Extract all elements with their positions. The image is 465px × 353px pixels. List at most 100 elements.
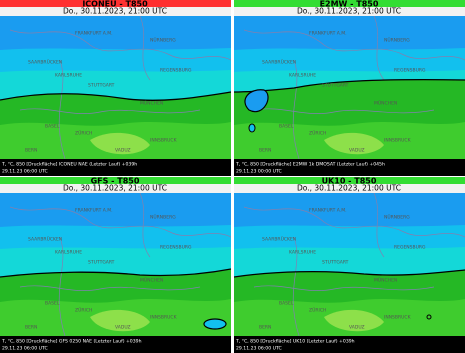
- city-label: MÜNCHEN: [140, 277, 163, 284]
- city-label: VADUZ: [349, 325, 365, 331]
- footer-line: 29.11.23 06:00 UTC: [2, 169, 48, 175]
- footer-line: T, °C, 850 [Druckfläche] E2MW 1k DMOSAT …: [235, 162, 385, 168]
- city-label: SAARBRÜCKEN: [262, 59, 296, 66]
- city-label: FRANKFURT A.M.: [309, 208, 347, 214]
- city-label: REGENSBURG: [394, 68, 426, 74]
- city-label: BASEL: [279, 124, 294, 130]
- city-label: NÜRNBERG: [384, 214, 410, 221]
- city-label: BERN: [25, 148, 37, 154]
- map: FRANKFURT A.M. NÜRNBERG SAARBRÜCKEN KARLSRU…: [234, 16, 465, 159]
- city-label: NÜRNBERG: [150, 37, 176, 44]
- warm-patch: [324, 309, 384, 332]
- border-line: [243, 193, 465, 336]
- warm-patch: [90, 132, 150, 155]
- city-label: BERN: [259, 325, 271, 331]
- city-label: VADUZ: [115, 325, 131, 331]
- warm-patch: [324, 132, 384, 155]
- city-label: SAARBRÜCKEN: [262, 236, 296, 243]
- date-bar: [234, 184, 465, 193]
- city-label: INNSBRUCK: [150, 138, 178, 144]
- border-line: [9, 16, 231, 159]
- city-label: VADUZ: [349, 148, 365, 154]
- city-label: BERN: [259, 148, 271, 154]
- city-label: VADUZ: [115, 148, 131, 154]
- footer-line: 29.11.23 06:00 UTC: [236, 346, 282, 352]
- city-label: SAARBRÜCKEN: [28, 236, 62, 243]
- border-line: [243, 16, 465, 159]
- panel-date: Do., 30.11.2023, 21:00 UTC: [297, 7, 401, 16]
- isotherm: [248, 123, 256, 133]
- footer-line: 29.11.23 06:00 UTC: [2, 346, 48, 352]
- city-label: KARLSRUHE: [55, 73, 82, 79]
- panel-date: Do., 30.11.2023, 21:00 UTC: [297, 184, 401, 193]
- city-label: KARLSRUHE: [289, 73, 316, 79]
- footer-line: T, °C, 850 [Druckfläche] UK10 (Letzter L…: [235, 339, 355, 345]
- city-label: NÜRNBERG: [384, 37, 410, 44]
- city-label: BERN: [25, 325, 37, 331]
- city-label: FRANKFURT A.M.: [75, 208, 113, 214]
- isotherm: [203, 318, 227, 330]
- city-label: BASEL: [279, 301, 294, 307]
- city-label: MÜNCHEN: [140, 100, 163, 107]
- city-label: NÜRNBERG: [150, 214, 176, 221]
- city-label: MÜNCHEN: [374, 100, 397, 107]
- city-label: BASEL: [45, 301, 60, 307]
- map: FRANKFURT A.M. NÜRNBERG SAARBRÜCKEN KARLSRU…: [0, 193, 231, 336]
- map: FRANKFURT A.M. NÜRNBERG SAARBRÜCKEN KARLSRU…: [234, 193, 465, 336]
- isotherm: [0, 268, 231, 278]
- city-label: REGENSBURG: [160, 245, 192, 251]
- footer-line: 29.11.23 00:00 UTC: [236, 169, 282, 175]
- footer-bar: [234, 336, 465, 353]
- date-bar: [0, 7, 231, 16]
- city-label: INNSBRUCK: [384, 315, 412, 321]
- date-bar: [234, 7, 465, 16]
- warm-patch: [90, 309, 150, 332]
- footer-line: T, °C, 850 [Druckfläche] ICONEU NAE (Let…: [1, 162, 137, 168]
- panel-title: GFS - T850: [91, 177, 140, 186]
- city-label: KARLSRUHE: [55, 250, 82, 256]
- isotherm: [426, 314, 432, 320]
- city-label: ZÜRICH: [75, 130, 92, 137]
- city-label: FRANKFURT A.M.: [75, 31, 113, 37]
- footer-bar: [0, 336, 231, 353]
- city-label: KARLSRUHE: [289, 250, 316, 256]
- city-label: STUTTGART: [88, 83, 115, 89]
- city-label: MÜNCHEN: [374, 277, 397, 284]
- city-label: ZÜRICH: [75, 307, 92, 314]
- city-label: INNSBRUCK: [384, 138, 412, 144]
- city-label: SAARBRÜCKEN: [28, 59, 62, 66]
- footer-bar: [234, 159, 465, 176]
- date-bar: [0, 184, 231, 193]
- panel-title: UK10 - T850: [322, 177, 377, 186]
- city-label: REGENSBURG: [394, 245, 426, 251]
- city-label: FRANKFURT A.M.: [309, 31, 347, 37]
- footer-bar: [0, 159, 231, 176]
- panel-title: ICONEU - T850: [82, 0, 148, 9]
- city-label: REGENSBURG: [160, 68, 192, 74]
- isotherm: [0, 91, 231, 101]
- title-bar: [234, 0, 465, 7]
- map: FRANKFURT A.M. NÜRNBERG SAARBRÜCKEN KARLSRU…: [0, 16, 231, 159]
- border-line: [9, 193, 231, 336]
- city-label: STUTTGART: [322, 83, 349, 89]
- title-bar: [0, 177, 231, 184]
- city-label: ZÜRICH: [309, 307, 326, 314]
- city-label: INNSBRUCK: [150, 315, 178, 321]
- city-label: STUTTGART: [322, 260, 349, 266]
- isotherm: [244, 89, 269, 113]
- footer-line: T, °C, 850 [Druckfläche] GFS 0250 NAE (L…: [1, 339, 142, 345]
- panel-title: E2MW - T850: [320, 0, 379, 9]
- city-label: ZÜRICH: [309, 130, 326, 137]
- isotherm: [234, 269, 465, 278]
- panel-date: Do., 30.11.2023, 21:00 UTC: [63, 184, 167, 193]
- title-bar: [0, 0, 231, 7]
- city-label: STUTTGART: [88, 260, 115, 266]
- city-label: BASEL: [45, 124, 60, 130]
- panel-date: Do., 30.11.2023, 21:00 UTC: [63, 7, 167, 16]
- title-bar: [234, 177, 465, 184]
